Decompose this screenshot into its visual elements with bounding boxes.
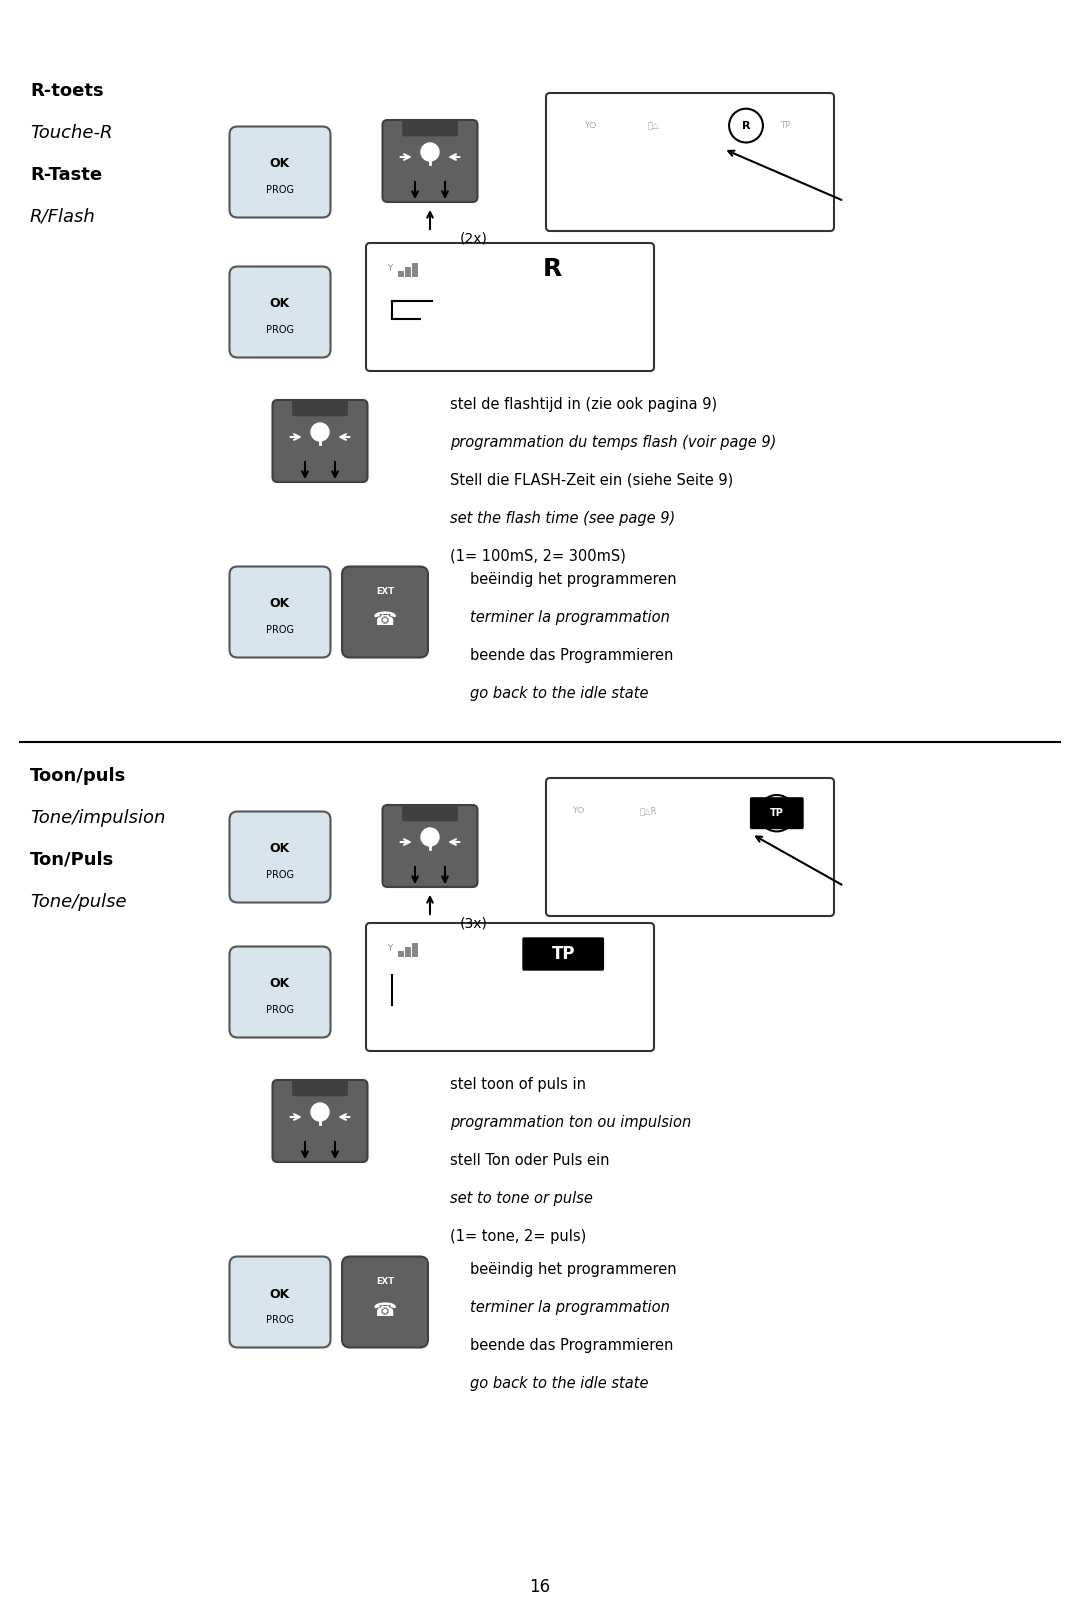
FancyBboxPatch shape (229, 1257, 330, 1348)
FancyBboxPatch shape (342, 1257, 428, 1348)
FancyBboxPatch shape (382, 120, 477, 203)
Text: beëindig het programmeren: beëindig het programmeren (470, 1262, 677, 1277)
Bar (399, 950, 404, 957)
Text: stel de flashtijd in (zie ook pagina 9): stel de flashtijd in (zie ook pagina 9) (450, 397, 717, 412)
FancyBboxPatch shape (229, 566, 330, 657)
Text: set to tone or pulse: set to tone or pulse (450, 1191, 593, 1207)
Text: EXT: EXT (376, 587, 394, 597)
Text: TP: TP (780, 122, 789, 130)
Circle shape (311, 1103, 329, 1121)
Text: R-Taste: R-Taste (30, 165, 103, 183)
Bar (411, 263, 418, 277)
Text: 📱△R: 📱△R (639, 806, 657, 816)
Text: set the flash time (see page 9): set the flash time (see page 9) (450, 511, 675, 526)
Text: (1= tone, 2= puls): (1= tone, 2= puls) (450, 1229, 586, 1244)
Text: (1= 100mS, 2= 300mS): (1= 100mS, 2= 300mS) (450, 548, 626, 564)
FancyBboxPatch shape (229, 266, 330, 357)
FancyBboxPatch shape (403, 120, 458, 136)
Text: Tone/impulsion: Tone/impulsion (30, 809, 165, 827)
FancyBboxPatch shape (229, 127, 330, 217)
Text: EXT: EXT (376, 1278, 394, 1286)
Text: PROG: PROG (266, 1006, 294, 1015)
FancyBboxPatch shape (366, 923, 654, 1051)
Text: (2x): (2x) (460, 232, 488, 247)
Text: R: R (742, 120, 751, 131)
Text: R-toets: R-toets (30, 83, 104, 101)
FancyBboxPatch shape (366, 243, 654, 371)
Text: stel toon of puls in: stel toon of puls in (450, 1077, 586, 1092)
Text: PROG: PROG (266, 185, 294, 195)
Bar (411, 942, 418, 957)
Bar (405, 268, 410, 277)
Text: Stell die FLASH-Zeit ein (siehe Seite 9): Stell die FLASH-Zeit ein (siehe Seite 9) (450, 474, 733, 488)
Text: go back to the idle state: go back to the idle state (470, 686, 648, 701)
FancyBboxPatch shape (546, 779, 834, 916)
Text: TP: TP (770, 808, 784, 817)
Text: PROG: PROG (266, 869, 294, 881)
Text: Toon/puls: Toon/puls (30, 767, 126, 785)
Text: ☎: ☎ (373, 610, 397, 629)
FancyBboxPatch shape (229, 811, 330, 902)
Text: programmation du temps flash (voir page 9): programmation du temps flash (voir page … (450, 435, 777, 449)
Circle shape (421, 827, 438, 847)
Text: OK: OK (270, 978, 291, 991)
FancyBboxPatch shape (382, 805, 477, 887)
FancyBboxPatch shape (342, 566, 428, 657)
Text: OK: OK (270, 297, 291, 310)
Text: OK: OK (270, 1288, 291, 1301)
Text: OK: OK (270, 157, 291, 170)
Text: Y: Y (387, 944, 392, 954)
Circle shape (311, 423, 329, 441)
FancyBboxPatch shape (546, 92, 834, 230)
Text: OK: OK (270, 597, 291, 610)
Text: go back to the idle state: go back to the idle state (470, 1375, 648, 1392)
Text: PROG: PROG (266, 624, 294, 634)
Text: R: R (542, 256, 562, 281)
FancyBboxPatch shape (272, 401, 367, 482)
Text: beende das Programmieren: beende das Programmieren (470, 649, 673, 663)
Text: terminer la programmation: terminer la programmation (470, 610, 670, 624)
FancyBboxPatch shape (272, 1080, 367, 1161)
Text: stell Ton oder Puls ein: stell Ton oder Puls ein (450, 1153, 609, 1168)
Text: Y: Y (387, 264, 392, 272)
Text: Touche-R: Touche-R (30, 123, 112, 143)
FancyBboxPatch shape (751, 798, 804, 829)
Text: Yⵔ: Yⵔ (583, 122, 596, 130)
Text: Ton/Puls: Ton/Puls (30, 852, 114, 869)
FancyBboxPatch shape (229, 947, 330, 1038)
Text: R/Flash: R/Flash (30, 208, 96, 225)
FancyBboxPatch shape (523, 938, 604, 970)
FancyBboxPatch shape (293, 1080, 348, 1096)
Text: PROG: PROG (266, 324, 294, 336)
Text: Yⵔ: Yⵔ (572, 806, 584, 816)
Bar (399, 271, 404, 277)
Bar (405, 947, 410, 957)
Text: Tone/pulse: Tone/pulse (30, 894, 126, 912)
Text: PROG: PROG (266, 1315, 294, 1325)
Text: TP: TP (552, 946, 575, 963)
Text: terminer la programmation: terminer la programmation (470, 1299, 670, 1315)
Text: programmation ton ou impulsion: programmation ton ou impulsion (450, 1114, 691, 1131)
Text: 16: 16 (529, 1578, 551, 1596)
Text: OK: OK (270, 842, 291, 855)
Circle shape (421, 143, 438, 161)
Text: (3x): (3x) (460, 916, 488, 931)
Text: ☎: ☎ (373, 1301, 397, 1320)
FancyBboxPatch shape (293, 401, 348, 415)
Text: beende das Programmieren: beende das Programmieren (470, 1338, 673, 1353)
Text: beëindig het programmeren: beëindig het programmeren (470, 573, 677, 587)
Text: 📱△: 📱△ (648, 122, 660, 130)
FancyBboxPatch shape (403, 805, 458, 821)
